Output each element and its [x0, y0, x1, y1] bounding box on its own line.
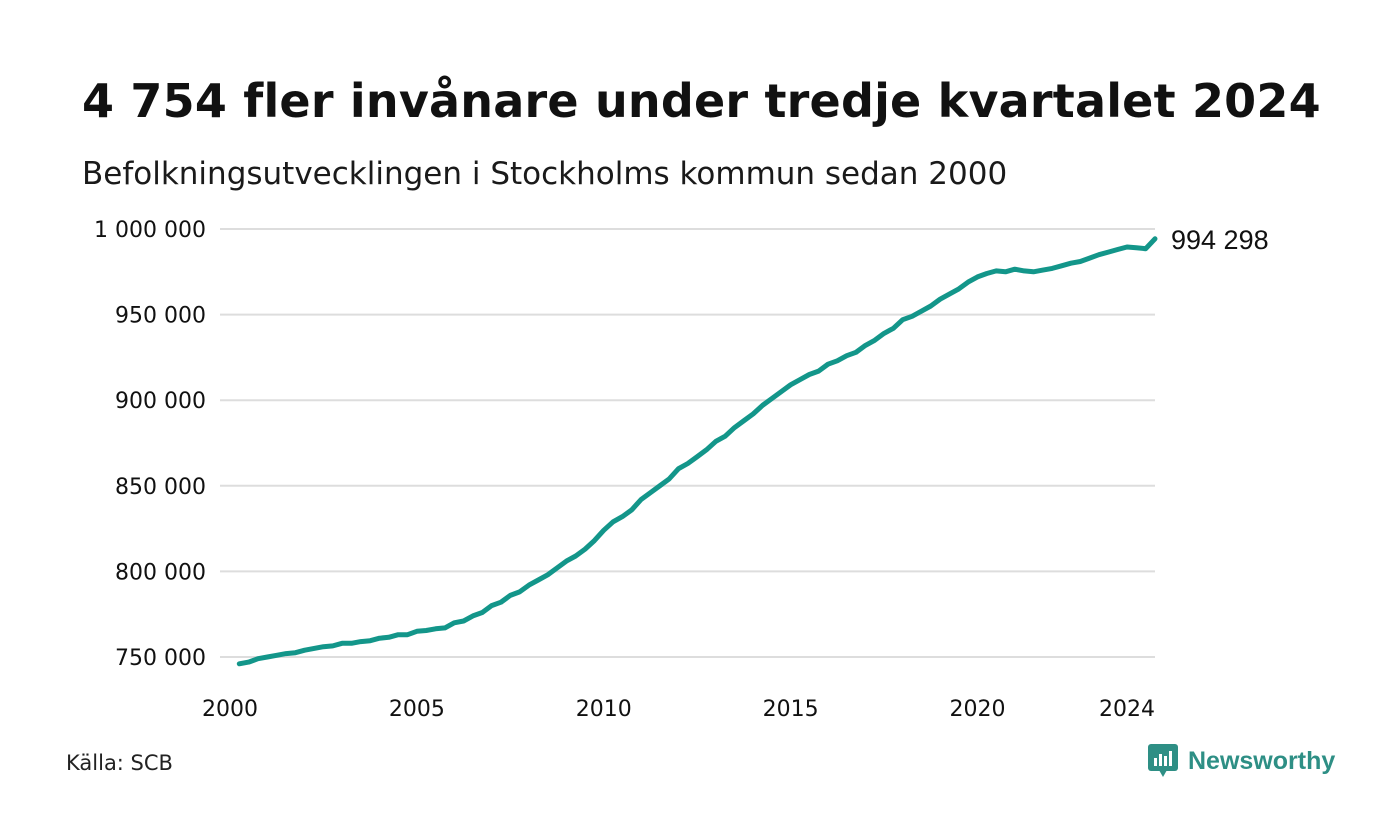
- y-tick-label: 950 000: [115, 304, 206, 329]
- x-axis-tick-labels: 2000 2005 2010 2015 2020 2024: [202, 697, 1155, 722]
- x-tick-label: 2010: [576, 697, 632, 722]
- x-tick-label: 2000: [202, 697, 258, 722]
- y-tick-label: 850 000: [115, 475, 206, 500]
- x-tick-label: 2005: [389, 697, 445, 722]
- series-line: [236, 236, 1158, 667]
- y-axis-tick-labels: 750 000 800 000 850 000 900 000 950 000 1 000…: [94, 218, 206, 671]
- x-tick-label: 2015: [763, 697, 819, 722]
- brand-name: Newsworthy: [1188, 746, 1336, 775]
- grid-lines: [220, 228, 1155, 658]
- chart-subtitle: Befolkningsutvecklingen i Stockholms kom…: [82, 156, 1008, 192]
- newsworthy-brand[interactable]: Newsworthy: [1148, 744, 1335, 778]
- y-tick-label: 900 000: [115, 389, 206, 414]
- y-tick-label: 750 000: [115, 646, 206, 671]
- end-value-label: 994 298: [1171, 225, 1269, 255]
- x-tick-label: 2020: [949, 697, 1005, 722]
- chart-title: 4 754 fler invånare under tredje kvartal…: [82, 74, 1321, 128]
- series-layer: [236, 236, 1158, 667]
- source-note: Källa: SCB: [66, 751, 173, 775]
- y-tick-label: 800 000: [115, 560, 206, 585]
- y-tick-label: 1 000 000: [94, 218, 206, 243]
- newsworthy-logo-icon: [1148, 744, 1178, 777]
- x-tick-label: 2024: [1099, 697, 1155, 722]
